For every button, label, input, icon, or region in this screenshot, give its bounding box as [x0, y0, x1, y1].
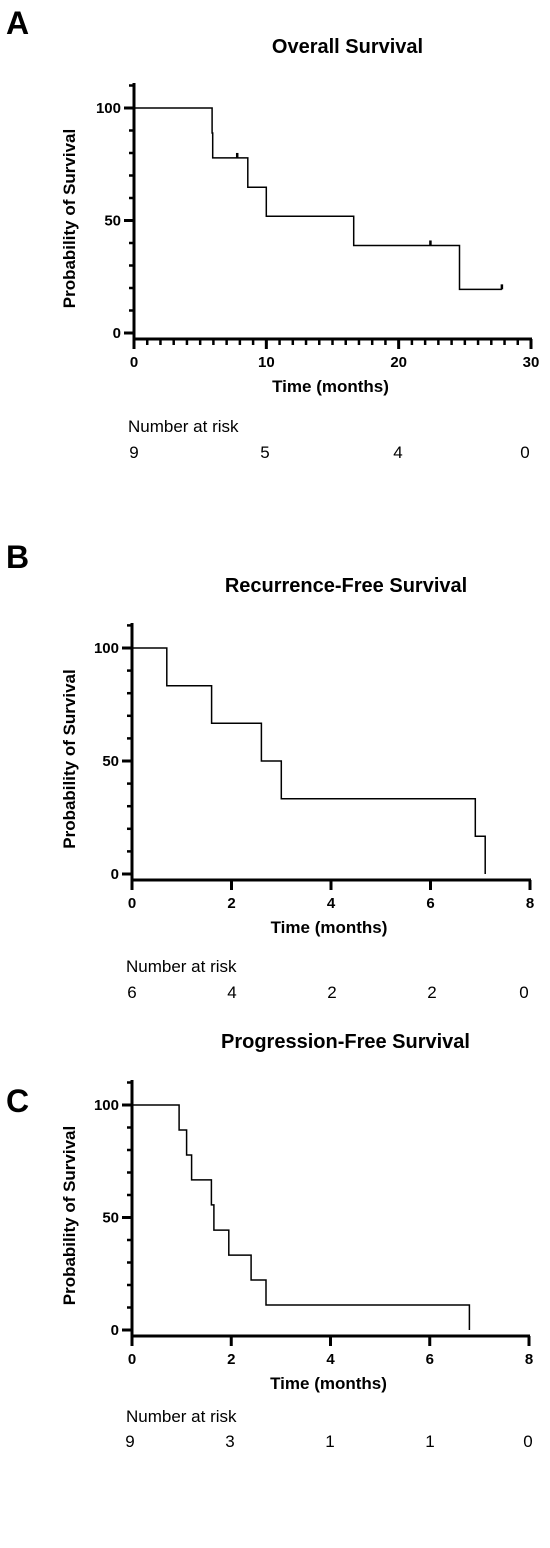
survival-curve: [132, 647, 486, 874]
y-tick-label: 50: [102, 1210, 119, 1227]
risk-table-value: 2: [327, 983, 336, 1002]
risk-table-value: 5: [260, 443, 269, 462]
risk-table-value: 1: [325, 1432, 334, 1451]
x-tick-label: 2: [227, 895, 235, 912]
y-axis-label: Probability of Survival: [60, 1126, 79, 1306]
panel-letter: C: [6, 1083, 29, 1119]
survival-curve: [132, 1104, 471, 1330]
chart-title: Progression-Free Survival: [221, 1031, 470, 1053]
x-tick-label: 8: [525, 1351, 533, 1368]
risk-table-value: 0: [523, 1432, 532, 1451]
risk-table-value: 0: [520, 443, 529, 462]
survival-curve: [134, 107, 502, 291]
x-tick-label: 6: [426, 895, 434, 912]
y-axis-label: Probability of Survival: [60, 129, 79, 309]
risk-table-value: 6: [127, 983, 136, 1002]
chart-title: Overall Survival: [272, 36, 423, 58]
x-tick-label: 0: [128, 1351, 136, 1368]
x-tick-label: 0: [128, 895, 136, 912]
chart-panel-c: C Progression-Free Survival 0 50 100 0 2 4 6 8 Tim…: [6, 1031, 533, 1451]
chart-title: Recurrence-Free Survival: [225, 575, 467, 597]
risk-table-value: 4: [393, 443, 402, 462]
y-tick-label: 0: [111, 1322, 119, 1339]
y-tick-label: 0: [113, 325, 121, 342]
panel-letter: B: [6, 539, 29, 575]
x-axis-label: Time (months): [271, 918, 388, 937]
risk-table-value: 2: [427, 983, 436, 1002]
y-axis-label: Probability of Survival: [60, 669, 79, 849]
risk-table-value: 1: [425, 1432, 434, 1451]
x-axis-label: Time (months): [272, 377, 389, 396]
risk-table-value: 4: [227, 983, 236, 1002]
x-tick-label: 4: [326, 1351, 335, 1368]
x-tick-label: 10: [258, 354, 275, 371]
risk-table-value: 0: [519, 983, 528, 1002]
chart-panel-b: B Recurrence-Free Survival 0 50 100 0 2 4 6 8 Time…: [6, 539, 534, 1002]
x-tick-label: 20: [390, 354, 407, 371]
y-tick-label: 50: [102, 753, 119, 770]
x-tick-label: 0: [130, 354, 138, 371]
risk-table-value: 3: [225, 1432, 234, 1451]
y-tick-label: 100: [94, 1097, 119, 1114]
x-tick-label: 30: [523, 354, 540, 371]
risk-table-value: 9: [129, 443, 138, 462]
risk-table-label: Number at risk: [126, 957, 237, 976]
x-tick-label: 6: [426, 1351, 434, 1368]
x-tick-label: 2: [227, 1351, 235, 1368]
y-tick-label: 100: [96, 100, 121, 117]
y-tick-label: 0: [111, 866, 119, 883]
y-tick-label: 100: [94, 640, 119, 657]
risk-table-label: Number at risk: [128, 417, 239, 436]
risk-table-value: 9: [125, 1432, 134, 1451]
panel-letter: A: [6, 5, 29, 41]
risk-table-label: Number at risk: [126, 1407, 237, 1426]
x-tick-label: 8: [526, 895, 534, 912]
y-tick-label: 50: [104, 213, 121, 230]
x-tick-label: 4: [327, 895, 336, 912]
x-axis-label: Time (months): [270, 1374, 387, 1393]
